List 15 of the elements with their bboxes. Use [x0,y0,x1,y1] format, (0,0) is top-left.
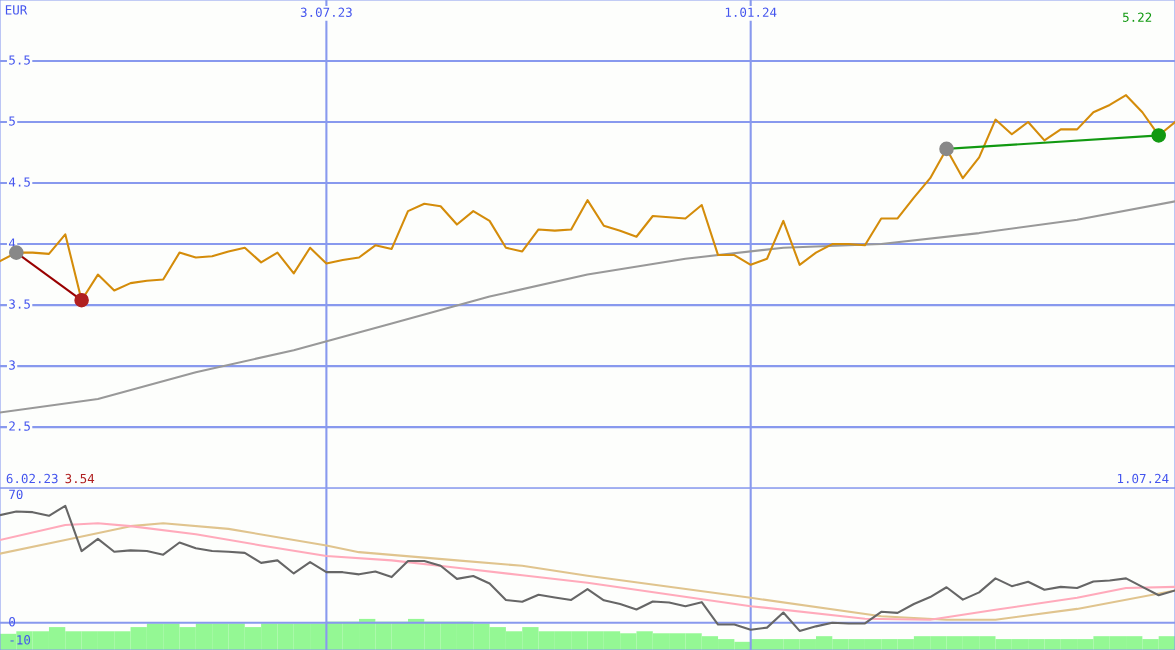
x-tick-label: 1.01.24 [725,7,777,18]
annotation: 6.02.23 [6,473,58,484]
y-tick-label: 4.5 [8,177,30,187]
annotation: 5.22 [1123,12,1152,22]
x-tick-label: 3.07.23 [300,7,352,18]
annotation: 3.54 [65,473,95,484]
y-tick-label: 3 [9,360,15,370]
y-tick-label: 5 [9,116,15,126]
y-tick-label: -10 [10,635,31,645]
annotation: 1.07.24 [1117,473,1169,484]
y-tick-label: 70 [9,489,23,500]
y-tick-label: 5.5 [9,55,30,65]
y-axis-title: EUR [5,5,28,15]
y-tick-label: 3.5 [9,299,30,309]
y-tick-label: 2.5 [9,421,30,431]
